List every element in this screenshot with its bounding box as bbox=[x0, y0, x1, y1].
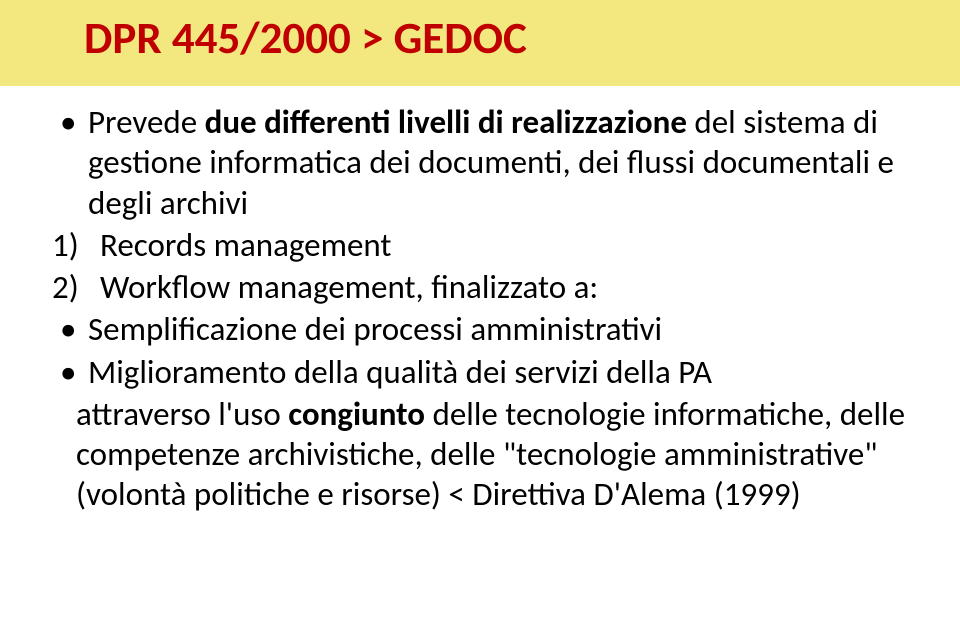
slide-title: DPR 445/2000 > GEDOC bbox=[84, 14, 960, 64]
list-marker: 1) bbox=[52, 225, 79, 265]
numbered-item-2: 2) Workflow management, finalizzato a: bbox=[52, 267, 932, 307]
slide: DPR 445/2000 > GEDOC Prevede due differe… bbox=[0, 0, 960, 622]
bullet-item-sub2: Miglioramento della qualità dei servizi … bbox=[52, 352, 932, 392]
text-fragment: Prevede bbox=[88, 102, 205, 142]
numbered-item-1: 1) Records management bbox=[52, 225, 932, 265]
list-item-text: Semplificazione dei processi amministrat… bbox=[88, 309, 662, 349]
text-fragment-bold: congiunto bbox=[288, 394, 432, 434]
slide-body: Prevede due differenti livelli di realiz… bbox=[52, 102, 932, 515]
numbered-list: 1) Records management 2) Workflow manage… bbox=[52, 225, 932, 308]
text-fragment: attraverso l'uso bbox=[76, 394, 288, 434]
closing-paragraph: attraverso l'uso congiunto delle tecnolo… bbox=[76, 394, 932, 515]
bullet-item-intro: Prevede due differenti livelli di realiz… bbox=[52, 102, 932, 223]
bullet-list-top: Prevede due differenti livelli di realiz… bbox=[52, 102, 932, 223]
bullet-item-sub1: Semplificazione dei processi amministrat… bbox=[52, 309, 932, 349]
title-band: DPR 445/2000 > GEDOC bbox=[0, 0, 960, 86]
text-fragment-bold: due differenti livelli di realizzazione bbox=[205, 102, 695, 142]
list-marker: 2) bbox=[52, 267, 79, 307]
list-item-text: Workflow management, finalizzato a: bbox=[100, 267, 598, 307]
list-item-text: Miglioramento della qualità dei servizi … bbox=[88, 352, 712, 392]
bullet-list-sub: Semplificazione dei processi amministrat… bbox=[52, 309, 932, 392]
list-item-text: Records management bbox=[100, 225, 391, 265]
